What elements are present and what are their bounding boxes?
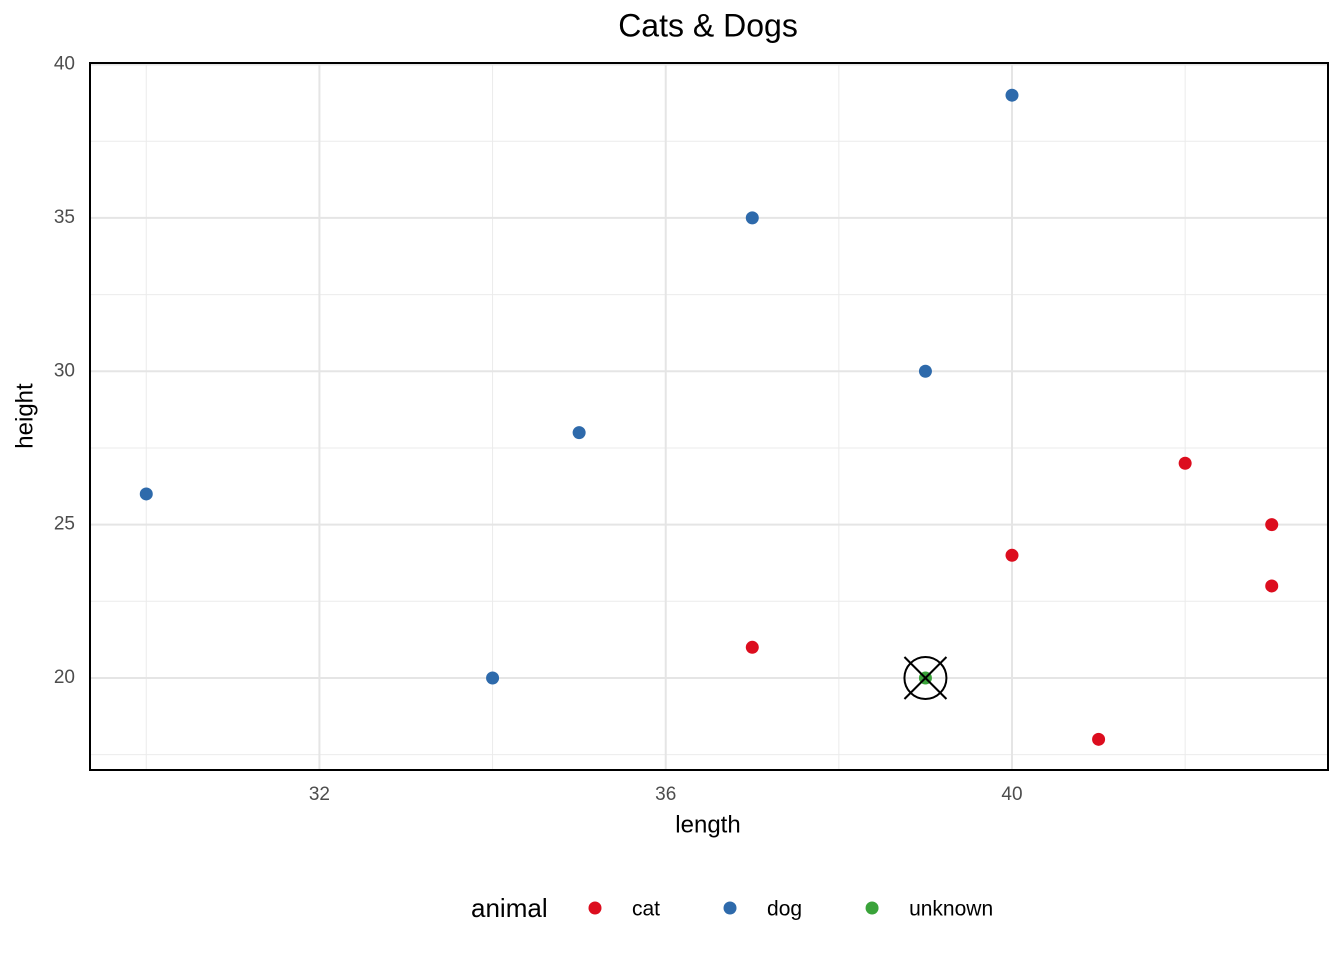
legend-label: unknown (909, 898, 993, 921)
x-tick-label: 36 (655, 784, 676, 805)
y-tick-label: 40 (54, 54, 75, 75)
y-tick-label: 20 (54, 667, 75, 688)
point (745, 640, 759, 654)
point (1265, 518, 1279, 532)
x-tick-label: 32 (309, 784, 330, 805)
point (1005, 88, 1019, 102)
legend-label: dog (767, 898, 802, 921)
legend-marker (588, 901, 602, 915)
legend-title: animal (471, 893, 548, 923)
y-tick-label: 35 (54, 207, 75, 228)
y-tick-label: 30 (54, 360, 75, 381)
point (745, 211, 759, 225)
point (1092, 732, 1106, 746)
chart-title: Cats & Dogs (618, 7, 798, 43)
x-axis-label: length (675, 811, 740, 838)
plot-border (89, 62, 1329, 771)
point (1005, 548, 1019, 562)
legend-label: cat (632, 898, 660, 921)
legend-marker (723, 901, 737, 915)
highlight-cross (903, 656, 948, 700)
x-tick-label: 40 (1001, 784, 1022, 805)
point (1265, 579, 1279, 593)
y-tick-label: 25 (54, 514, 75, 535)
point (918, 364, 932, 378)
legend-marker (865, 901, 879, 915)
point (139, 487, 153, 501)
highlight-ring (903, 655, 948, 700)
point (486, 671, 500, 685)
y-axis-label: height (11, 383, 38, 449)
point (572, 426, 586, 440)
point (1178, 456, 1192, 470)
